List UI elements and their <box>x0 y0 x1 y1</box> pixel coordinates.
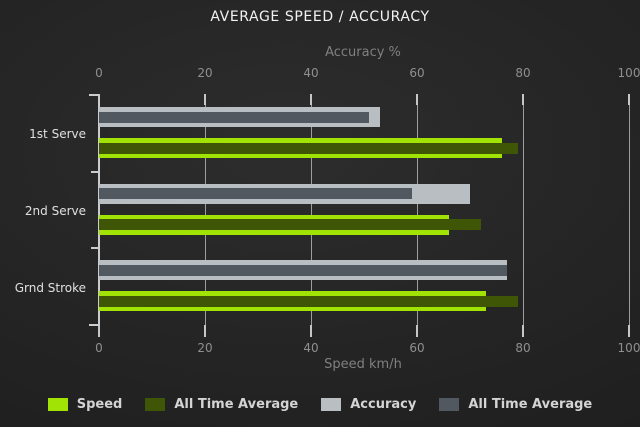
top-axis-tick <box>416 94 418 105</box>
top-axis-tick <box>628 94 630 105</box>
legend-swatch <box>439 398 460 411</box>
top-tick-label: 100 <box>617 66 640 80</box>
bar-speed-all-time-average <box>99 142 518 154</box>
axis-corner-cap <box>89 94 99 96</box>
gridline <box>204 95 206 325</box>
gridline <box>310 95 312 325</box>
bottom-tick-label: 100 <box>617 341 640 355</box>
category-label: 2nd Serve <box>24 204 86 218</box>
bar-accuracy-all-time-average <box>99 111 370 123</box>
legend-item: All Time Average <box>439 397 592 412</box>
legend-label: All Time Average <box>468 397 593 412</box>
bottom-axis-tick <box>310 325 312 337</box>
legend-label: Speed <box>76 397 123 412</box>
legend-swatch <box>47 398 68 411</box>
bar-speed-all-time-average <box>99 295 518 307</box>
legend-item: Accuracy <box>321 397 416 412</box>
chart-title: AVERAGE SPEED / ACCURACY <box>210 9 430 25</box>
top-tick-label: 0 <box>95 66 103 80</box>
legend-item: All Time Average <box>145 397 298 412</box>
legend-swatch <box>321 398 342 411</box>
category-separator-tick <box>91 170 99 173</box>
bottom-axis-label: Speed km/h <box>324 357 402 372</box>
axis-corner-cap <box>89 324 99 326</box>
bar-accuracy-all-time-average <box>99 264 508 276</box>
top-axis-tick <box>310 94 312 105</box>
legend-item: Speed <box>47 397 123 412</box>
bar-speed-all-time-average <box>99 219 481 231</box>
bottom-tick-label: 0 <box>95 341 103 355</box>
category-label: 1st Serve <box>29 127 86 142</box>
gridline <box>522 95 524 325</box>
bottom-tick-label: 60 <box>409 341 425 355</box>
top-axis-tick <box>522 94 524 105</box>
bottom-axis-tick <box>628 325 630 337</box>
top-axis-label: Accuracy % <box>325 45 401 60</box>
gridline <box>416 95 418 325</box>
legend-label: Accuracy <box>350 397 417 412</box>
bottom-tick-label: 20 <box>197 341 213 355</box>
top-tick-label: 20 <box>197 66 213 80</box>
bottom-tick-label: 40 <box>303 341 319 355</box>
legend-label: All Time Average <box>174 397 299 412</box>
category-label: Grnd Stroke <box>14 280 86 295</box>
top-axis-tick <box>204 94 206 105</box>
legend: Speed All Time Average Accuracy All Time Av… <box>0 397 640 412</box>
category-separator-tick <box>91 247 99 250</box>
bottom-axis-tick <box>416 325 418 337</box>
bottom-tick-label: 80 <box>515 341 531 355</box>
bar-accuracy-all-time-average <box>99 188 412 200</box>
top-tick-label: 40 <box>303 66 319 80</box>
top-tick-label: 80 <box>515 66 531 80</box>
top-tick-label: 60 <box>409 66 425 80</box>
bottom-axis-tick <box>204 325 206 337</box>
gridline <box>628 95 630 325</box>
bottom-axis-tick <box>522 325 524 337</box>
y-axis-line <box>98 94 100 326</box>
bottom-axis-tick <box>98 325 100 337</box>
legend-swatch <box>145 398 166 411</box>
